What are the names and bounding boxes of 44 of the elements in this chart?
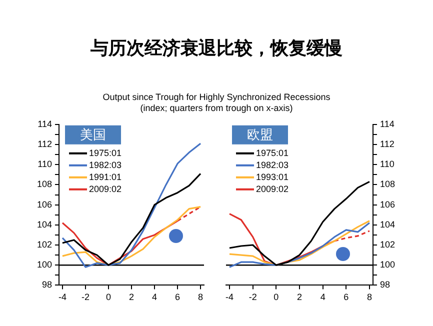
x-tick-label: 8 bbox=[198, 292, 204, 302]
y2-tick-label: 106 bbox=[380, 199, 396, 210]
y2-tick-label: 98 bbox=[380, 280, 390, 290]
y2-tick-label: 112 bbox=[380, 138, 394, 149]
y-tick-label: 102 bbox=[36, 239, 52, 250]
x-tick-label: 6 bbox=[175, 292, 180, 302]
y-tick-label: 100 bbox=[36, 260, 52, 270]
legend-label: 1975:01 bbox=[89, 148, 122, 158]
x-tick-label: 4 bbox=[320, 292, 326, 302]
y-tick-label: 110 bbox=[38, 159, 52, 170]
y2-tick-label: 104 bbox=[380, 219, 396, 230]
y-tick-label: 112 bbox=[38, 138, 52, 149]
legend-label: 1975:01 bbox=[256, 148, 289, 158]
x-tick-label: 0 bbox=[106, 292, 112, 302]
y-tick-label: 98 bbox=[42, 280, 52, 290]
legend-label: 1993:01 bbox=[256, 172, 289, 182]
y2-tick-label: 110 bbox=[380, 159, 394, 170]
chart-title: 与历次经济衰退比较，恢复缓慢 bbox=[90, 37, 344, 60]
x-tick-label: 6 bbox=[344, 292, 349, 302]
x-tick-label: -4 bbox=[58, 292, 66, 302]
x-tick-label: -2 bbox=[81, 292, 90, 302]
legend-label: 1982:03 bbox=[89, 160, 122, 170]
legend-label: 1991:01 bbox=[89, 172, 122, 182]
y-tick-label: 108 bbox=[36, 179, 52, 190]
y-tick-label: 114 bbox=[38, 118, 52, 129]
legend-label: 2009:02 bbox=[256, 184, 289, 194]
y-tick-label: 104 bbox=[36, 219, 52, 230]
y-tick-label: 106 bbox=[36, 199, 52, 210]
y2-tick-label: 102 bbox=[380, 239, 396, 250]
x-tick-label: 4 bbox=[152, 292, 158, 302]
chart-subtitle: Output since Trough for Highly Synchronized Recessions (index; quarters from trough on x-axis) bbox=[102, 92, 332, 114]
annotation: 美国 bbox=[80, 126, 106, 143]
x-tick-label: -4 bbox=[225, 292, 234, 302]
y2-tick-label: 114 bbox=[380, 118, 394, 129]
x-tick-label: 2 bbox=[296, 292, 302, 302]
x-tick-label: 8 bbox=[366, 292, 372, 302]
x-tick-label: -2 bbox=[248, 292, 257, 302]
x-tick-label: 0 bbox=[274, 292, 279, 302]
legend-label: 2009:02 bbox=[89, 184, 122, 194]
annotation: 欧盟 bbox=[247, 128, 273, 143]
y2-tick-label: 100 bbox=[380, 260, 396, 270]
x-tick-label: 2 bbox=[129, 292, 134, 302]
legend-label: 1982:03 bbox=[256, 160, 289, 170]
y2-tick-label: 108 bbox=[380, 179, 396, 190]
